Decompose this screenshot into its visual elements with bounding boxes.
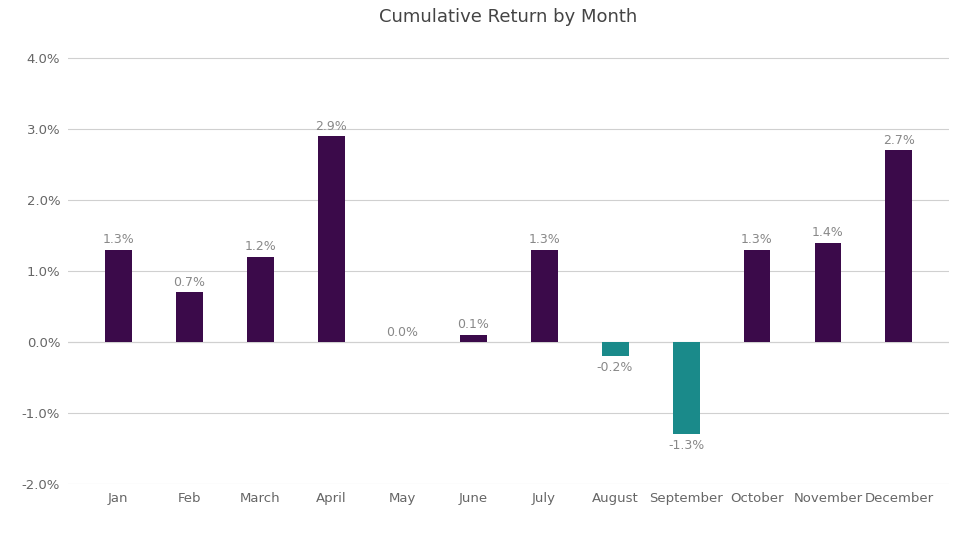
Text: 1.2%: 1.2% [244,240,276,254]
Bar [530,250,557,342]
Title: Cumulative Return by Month: Cumulative Return by Month [379,8,637,26]
Bar [672,342,699,435]
Bar [459,335,486,342]
Text: 1.3%: 1.3% [741,233,772,246]
Bar [105,250,132,342]
Bar [318,136,344,342]
Bar [601,342,628,356]
Text: 2.9%: 2.9% [315,120,347,133]
Text: -0.2%: -0.2% [596,361,632,374]
Bar [246,257,274,342]
Text: 2.7%: 2.7% [882,134,913,147]
Text: -1.3%: -1.3% [667,439,703,452]
Text: 1.3%: 1.3% [103,233,134,246]
Bar [884,151,912,342]
Text: 0.7%: 0.7% [173,276,205,289]
Text: 1.3%: 1.3% [528,233,560,246]
Text: 0.0%: 0.0% [386,326,417,338]
Bar [743,250,770,342]
Text: 0.1%: 0.1% [456,318,488,332]
Text: 1.4%: 1.4% [811,226,843,239]
Bar [814,243,840,342]
Bar [176,293,202,342]
